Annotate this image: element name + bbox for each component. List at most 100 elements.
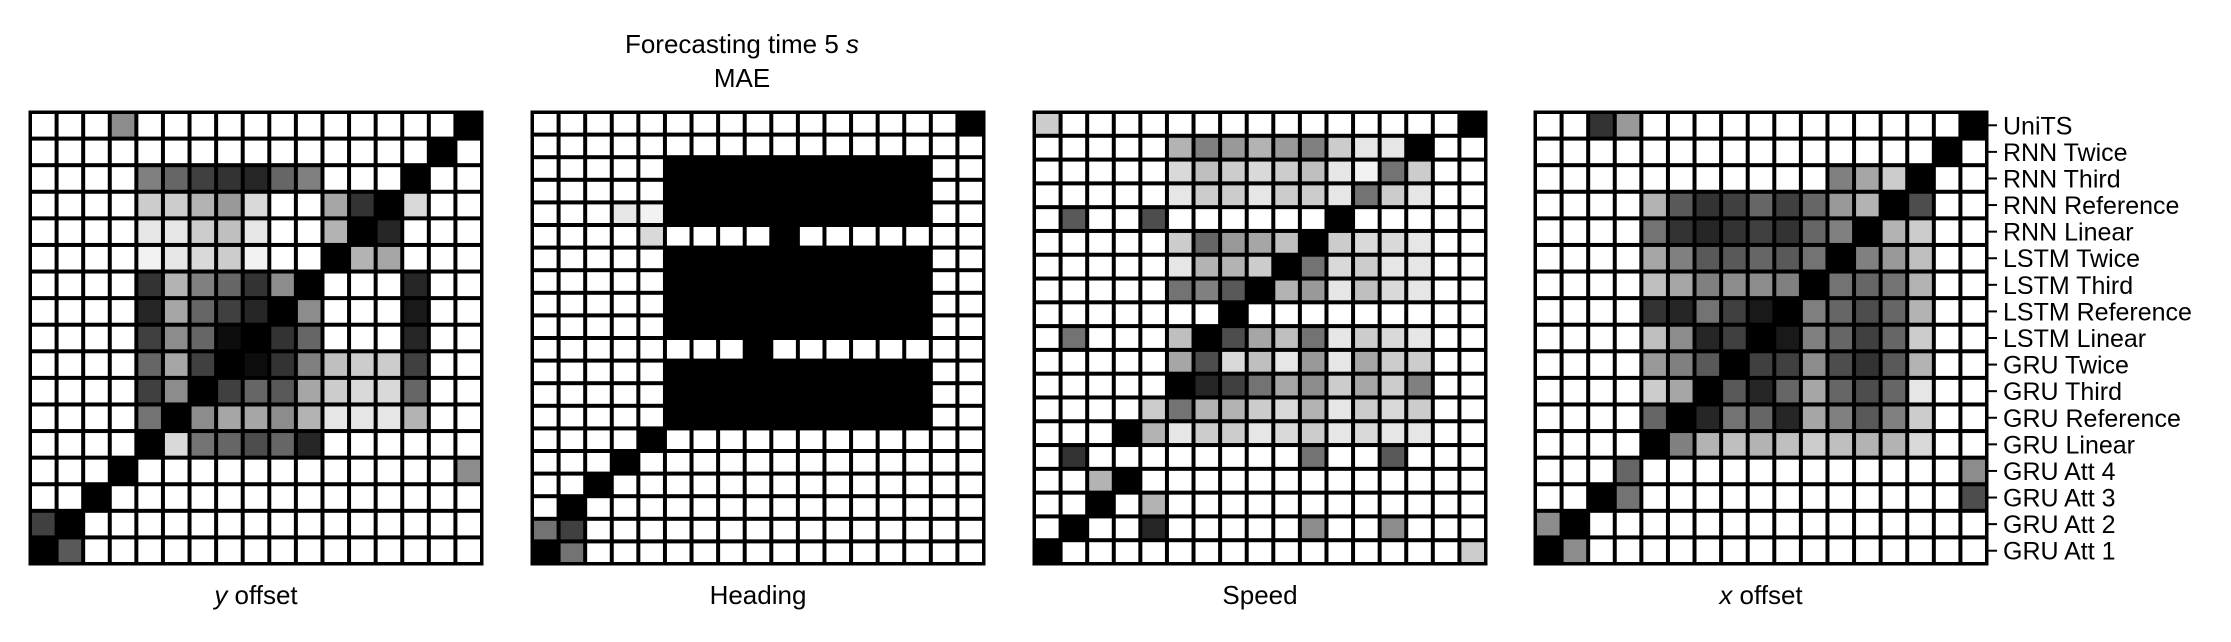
heatmap-cell [640, 181, 663, 201]
heatmap-cell [271, 326, 294, 350]
heatmap-cell [85, 140, 108, 164]
heatmap-cell [1275, 185, 1298, 206]
heatmap-cell [1381, 137, 1405, 158]
heatmap-cell [58, 433, 82, 456]
heatmap-cell [1802, 379, 1826, 403]
heatmap-cell [1301, 351, 1325, 372]
heatmap-cell [1248, 256, 1272, 277]
heatmap-cell [879, 520, 903, 540]
y-tick-label: LSTM Twice [2003, 245, 2140, 273]
heatmap-cell [85, 300, 108, 323]
heatmap-cell [1328, 494, 1352, 515]
heatmap-cell [640, 249, 663, 269]
heatmap-cell [1802, 140, 1826, 164]
heatmap-cell [720, 227, 743, 246]
heatmap-cell [1248, 351, 1272, 372]
heatmap-cell [244, 486, 268, 509]
heatmap-cell [138, 220, 161, 243]
heatmap-cell [853, 272, 876, 291]
heatmap-cell [1089, 399, 1112, 420]
heatmap-cell [164, 406, 188, 430]
heatmap-cell [1062, 375, 1086, 396]
heatmap-cell [1195, 114, 1219, 134]
heatmap-cell [587, 340, 610, 359]
heatmap-cell [404, 300, 427, 323]
heatmap-cell [1776, 140, 1799, 164]
heatmap-cell [1328, 185, 1352, 206]
heatmap-cell [1696, 379, 1720, 403]
heatmap-cell [1115, 185, 1139, 206]
heatmap-cell [1248, 542, 1272, 562]
heatmap-cell [879, 159, 903, 178]
heatmap-cell [1616, 246, 1640, 270]
heatmap-cell [640, 204, 663, 223]
heatmap-cell [1643, 459, 1666, 483]
heatmap-cell [666, 227, 690, 246]
heatmap-cell [1089, 447, 1112, 467]
heatmap-cell [826, 340, 850, 359]
heatmap-cell [1962, 406, 1985, 430]
heatmap-cell [1222, 161, 1245, 182]
heatmap-cell [58, 459, 82, 483]
heatmap-cell [1301, 161, 1325, 182]
y-tick-label: RNN Third [2003, 165, 2121, 193]
heatmap-cell [1696, 300, 1720, 323]
heatmap-cell [1616, 512, 1640, 536]
heatmap-cell [244, 459, 268, 483]
heatmap-cell [1776, 114, 1799, 137]
heatmap-cell [1408, 351, 1431, 372]
heatmap-cell [746, 385, 770, 404]
heatmap-cell [32, 246, 55, 270]
heatmap-cell [1935, 326, 1959, 350]
heatmap-cell [138, 512, 161, 536]
heatmap-cell [853, 362, 876, 382]
heatmap-cell [1434, 232, 1458, 253]
heatmap-cell [906, 249, 929, 269]
heatmap-cell [111, 220, 135, 243]
heatmap-cell [1168, 399, 1192, 420]
heatmap-cell [1590, 353, 1613, 376]
heatmap-cell [853, 227, 876, 246]
heatmap-cell [746, 294, 770, 314]
heatmap-cell [932, 453, 956, 472]
heatmap-cell [1749, 459, 1773, 483]
heatmap-cell [457, 114, 480, 137]
heatmap-cell [666, 362, 690, 382]
heatmap-cell [1537, 539, 1560, 562]
heatmap-cell [1856, 167, 1879, 190]
heatmap-cell [1168, 494, 1192, 515]
heatmap-cell [1563, 379, 1587, 403]
heatmap-cell [1355, 447, 1378, 467]
heatmap-cell [32, 193, 55, 217]
heatmap-cell [906, 340, 929, 359]
heatmap-cell [351, 246, 374, 270]
heatmap-cell [377, 326, 401, 350]
heatmap-cell [1909, 539, 1932, 562]
heatmap-cell [1275, 399, 1298, 420]
heatmap-cell [746, 181, 770, 201]
heatmap-cell [1195, 518, 1219, 539]
heatmap-cell [297, 379, 321, 403]
heatmap-cell [1115, 542, 1139, 562]
heatmap-cell [1195, 209, 1219, 229]
heatmap-cell [1829, 433, 1853, 456]
heatmap-cell [906, 520, 929, 540]
heatmap-cell [32, 140, 55, 164]
heatmap-cell [799, 159, 823, 178]
heatmap-cell [1275, 232, 1298, 253]
heatmap-cell [1434, 209, 1458, 229]
heatmap-cell [271, 193, 294, 217]
heatmap-cell [244, 406, 268, 430]
heatmap-cell [1222, 209, 1245, 229]
heatmap-cell [1696, 353, 1720, 376]
y-tick-label: GRU Linear [2003, 431, 2135, 459]
heatmap-cell [1195, 399, 1219, 420]
heatmap-cell [1563, 300, 1587, 323]
heatmap-cell [879, 475, 903, 495]
heatmap-cell [613, 475, 637, 495]
y-tick-label: LSTM Linear [2003, 325, 2146, 353]
heatmap-cell [1434, 114, 1458, 134]
heatmap-cell [534, 272, 557, 291]
heatmap-cell [1590, 246, 1613, 270]
heatmap-cell [1062, 280, 1086, 301]
